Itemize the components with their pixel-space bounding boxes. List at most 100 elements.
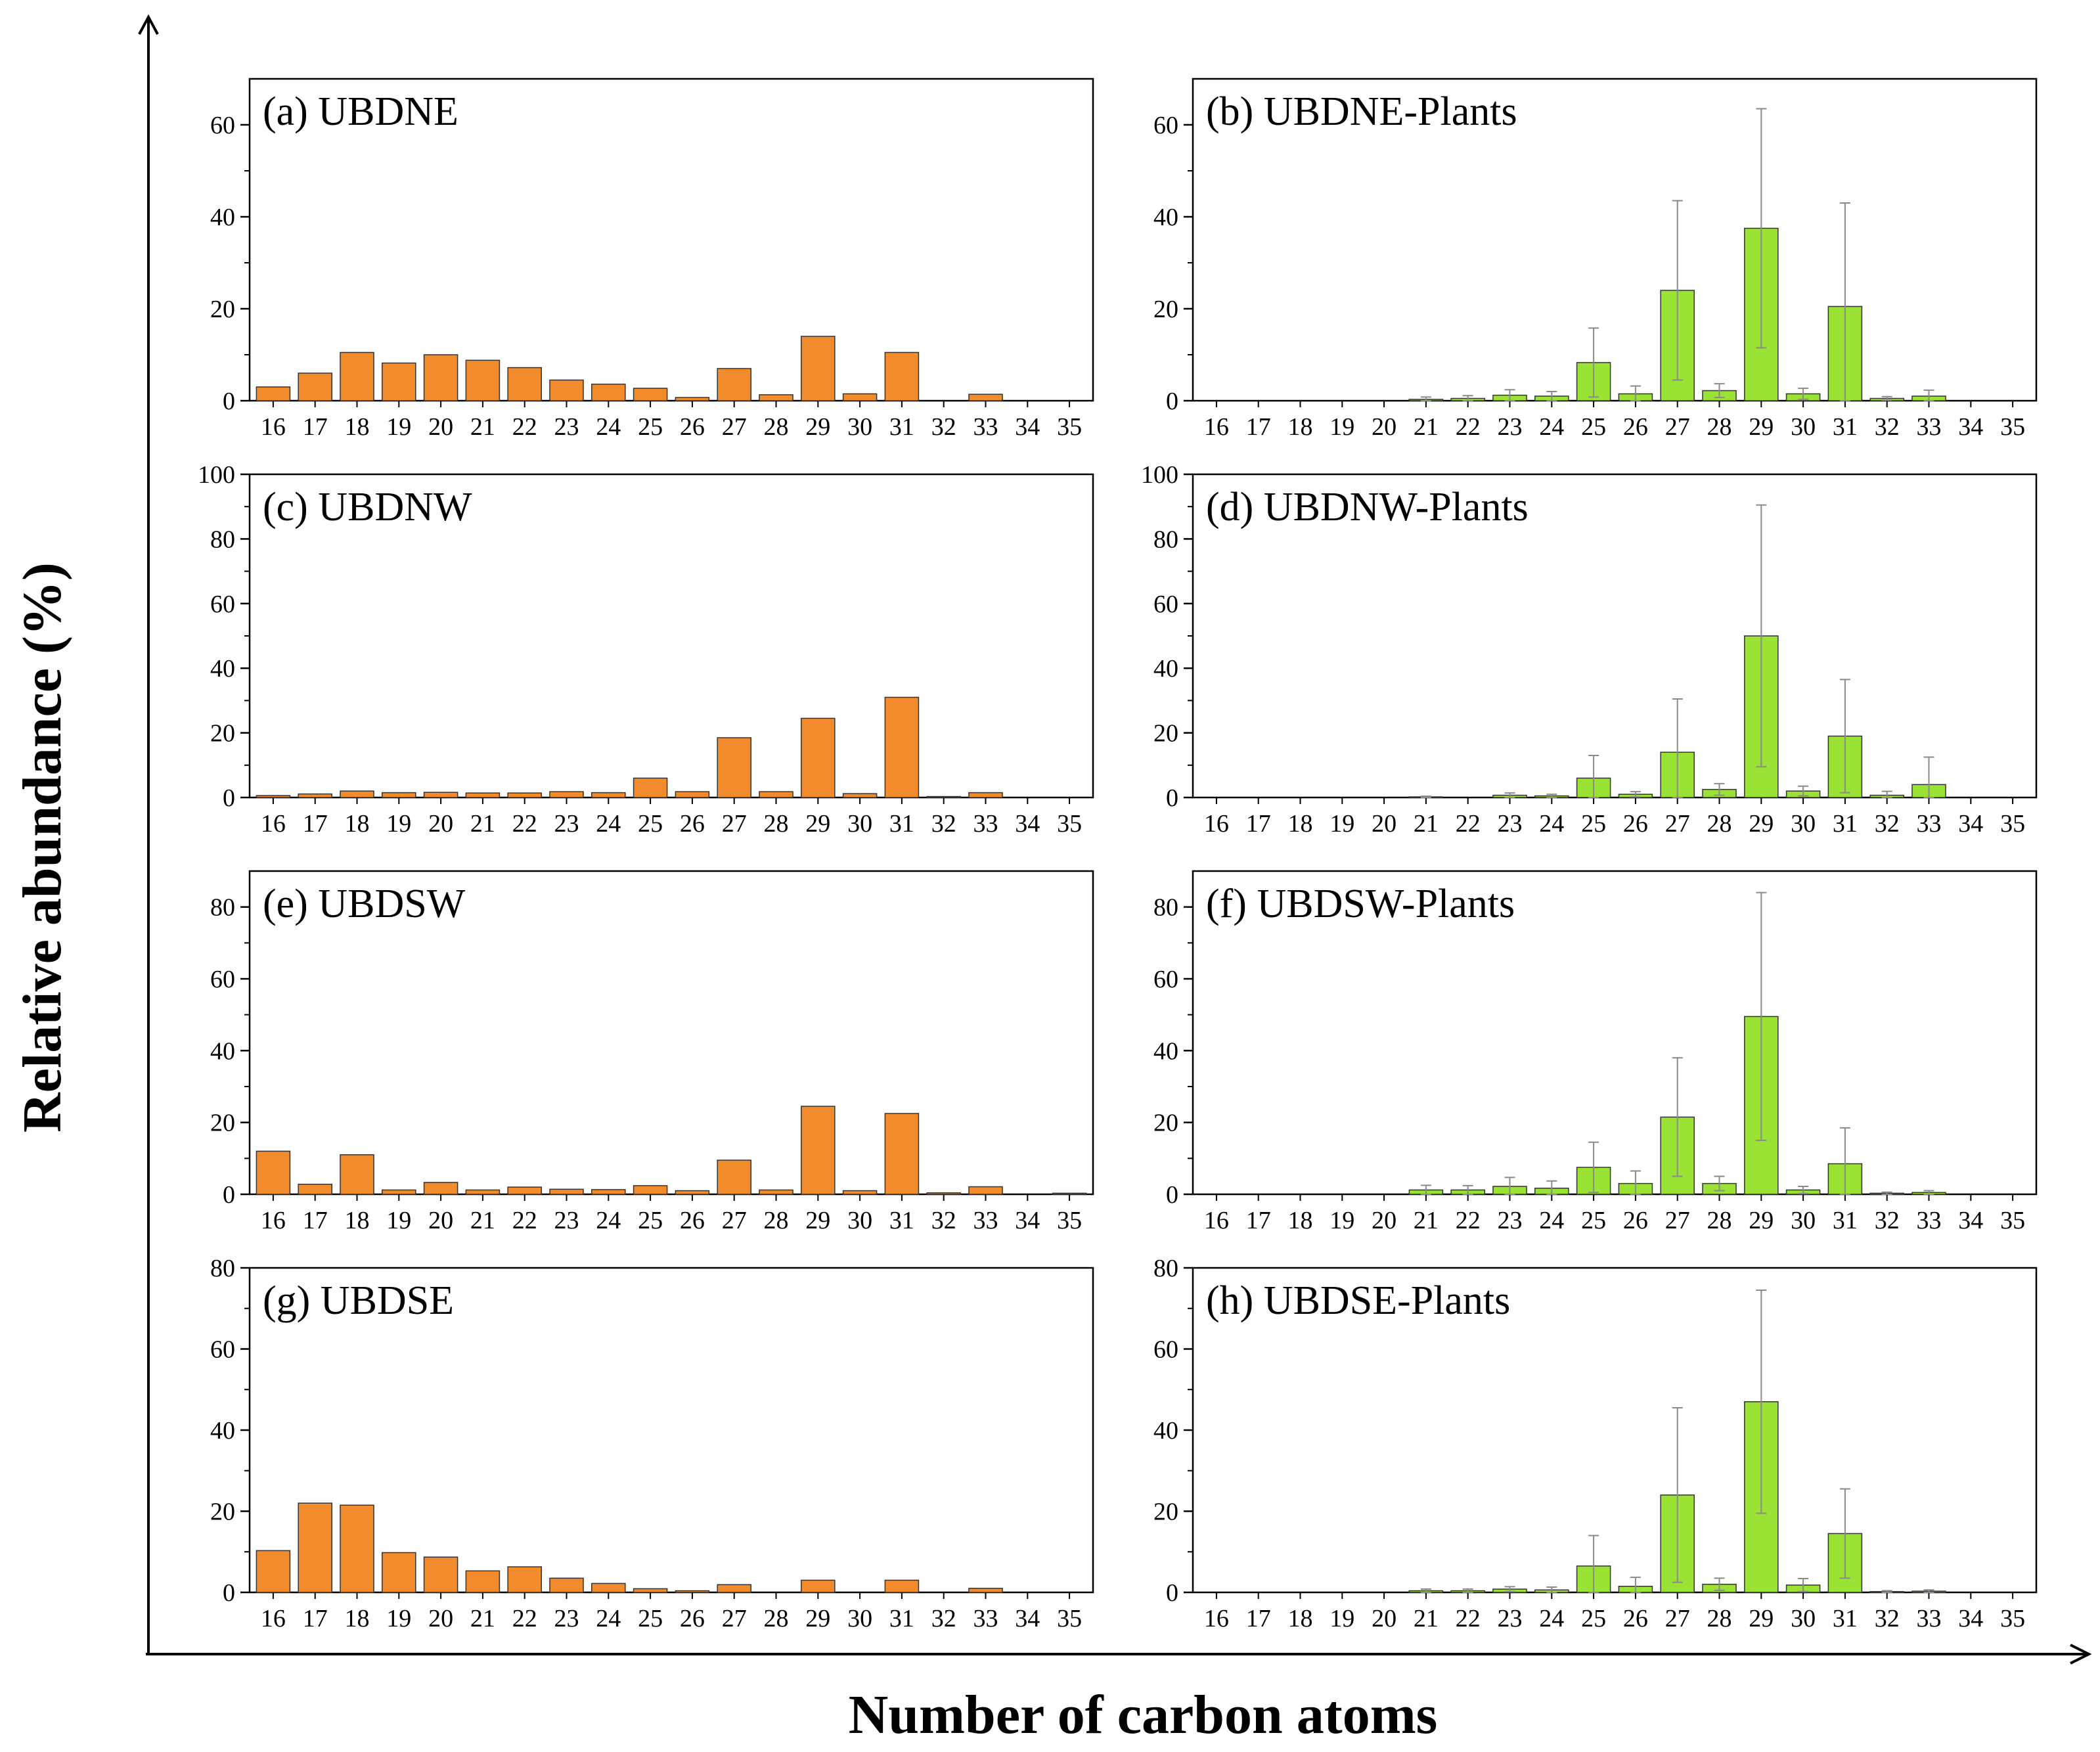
bar-g-19 bbox=[382, 1552, 416, 1593]
x-tick-label: 18 bbox=[345, 413, 370, 441]
x-tick-label: 27 bbox=[722, 1605, 747, 1632]
x-tick-label: 24 bbox=[1539, 810, 1564, 838]
x-tick-label: 27 bbox=[1665, 1605, 1690, 1632]
bar-a-31 bbox=[884, 351, 920, 401]
x-tick-label: 16 bbox=[261, 810, 286, 838]
x-tick-label: 26 bbox=[1623, 810, 1648, 838]
y-tick-label: 80 bbox=[210, 526, 235, 553]
x-tick-label: 20 bbox=[428, 1207, 453, 1234]
x-tick-label: 26 bbox=[1623, 1207, 1648, 1234]
x-tick-label: 34 bbox=[1015, 413, 1040, 441]
bar-g-21 bbox=[465, 1570, 501, 1593]
x-tick-label: 19 bbox=[1329, 810, 1354, 838]
x-tick-label: 30 bbox=[847, 1207, 872, 1234]
x-tick-label: 20 bbox=[1372, 1605, 1396, 1632]
x-tick-label: 32 bbox=[931, 1207, 956, 1234]
x-tick-label: 32 bbox=[931, 1605, 956, 1632]
panel-title-f: (f) UBDSW-Plants bbox=[1206, 882, 1515, 926]
x-tick-label: 22 bbox=[1456, 1605, 1481, 1632]
bar-a-20 bbox=[423, 354, 458, 401]
y-tick-label: 60 bbox=[210, 591, 235, 618]
y-tick-label: 0 bbox=[1166, 388, 1178, 415]
panel-title-d: (d) UBDNW-Plants bbox=[1206, 485, 1529, 529]
x-tick-label: 34 bbox=[1958, 413, 1983, 441]
x-tick-label: 33 bbox=[973, 1207, 998, 1234]
x-tick-label: 32 bbox=[931, 810, 956, 838]
x-tick-label: 19 bbox=[1329, 413, 1354, 441]
bar-a-29 bbox=[801, 336, 836, 401]
x-tick-label: 28 bbox=[764, 810, 789, 838]
y-tick-label: 100 bbox=[198, 461, 235, 489]
x-tick-label: 35 bbox=[1057, 1605, 1082, 1632]
x-tick-label: 26 bbox=[680, 1605, 705, 1632]
x-tick-label: 22 bbox=[512, 1605, 537, 1632]
x-tick-label: 31 bbox=[889, 413, 914, 441]
x-tick-label: 29 bbox=[805, 1605, 830, 1632]
x-tick-label: 18 bbox=[345, 1605, 370, 1632]
x-tick-label: 20 bbox=[428, 810, 453, 838]
bar-e-22 bbox=[507, 1186, 542, 1195]
bar-c-33 bbox=[968, 792, 1003, 798]
bar-e-29 bbox=[801, 1106, 836, 1195]
x-tick-label: 32 bbox=[1875, 1207, 1900, 1234]
bar-a-16 bbox=[256, 386, 291, 401]
x-tick-label: 30 bbox=[847, 413, 872, 441]
x-tick-label: 18 bbox=[1288, 1605, 1313, 1632]
bar-e-20 bbox=[423, 1182, 458, 1195]
bar-g-17 bbox=[298, 1502, 332, 1593]
x-tick-label: 26 bbox=[1623, 1605, 1648, 1632]
x-tick-label: 35 bbox=[2000, 413, 2025, 441]
bar-c-19 bbox=[382, 792, 416, 798]
x-tick-label: 22 bbox=[1456, 810, 1481, 838]
bar-e-17 bbox=[298, 1183, 332, 1195]
bar-e-28 bbox=[759, 1189, 793, 1195]
x-tick-label: 27 bbox=[722, 413, 747, 441]
x-tick-label: 18 bbox=[1288, 413, 1313, 441]
bar-a-25 bbox=[633, 388, 668, 401]
x-tick-label: 25 bbox=[638, 1207, 663, 1234]
y-tick-label: 20 bbox=[1153, 720, 1178, 748]
y-tick-label: 0 bbox=[223, 1181, 235, 1209]
y-tick-label: 40 bbox=[1153, 655, 1178, 683]
x-tick-label: 34 bbox=[1015, 1207, 1040, 1234]
y-tick-label: 80 bbox=[210, 894, 235, 922]
x-tick-label: 24 bbox=[1539, 413, 1564, 441]
bar-g-23 bbox=[549, 1577, 584, 1593]
x-tick-label: 29 bbox=[1749, 810, 1774, 838]
x-tick-label: 16 bbox=[1204, 413, 1229, 441]
x-tick-label: 19 bbox=[386, 413, 411, 441]
x-tick-label: 18 bbox=[1288, 810, 1313, 838]
x-tick-label: 31 bbox=[1833, 1207, 1858, 1234]
bar-c-31 bbox=[884, 696, 920, 798]
bar-c-20 bbox=[423, 792, 458, 798]
panel-c: 0 20 40 60 80 100 16 17 18 19 20 21 22 23 24 25 26 27 28 29… bbox=[198, 461, 1094, 838]
x-tick-label: 23 bbox=[1498, 413, 1523, 441]
x-tick-label: 26 bbox=[680, 1207, 705, 1234]
x-tick-label: 24 bbox=[596, 1207, 621, 1234]
y-tick-label: 0 bbox=[223, 784, 235, 812]
x-tick-label: 34 bbox=[1015, 1605, 1040, 1632]
y-tick-label: 100 bbox=[1141, 461, 1178, 489]
x-tick-label: 28 bbox=[1707, 810, 1732, 838]
y-tick-label: 60 bbox=[210, 1336, 235, 1364]
x-tick-label: 32 bbox=[1875, 413, 1900, 441]
x-tick-label: 29 bbox=[805, 1207, 830, 1234]
x-tick-label: 23 bbox=[1498, 1605, 1523, 1632]
x-tick-label: 30 bbox=[847, 1605, 872, 1632]
y-tick-label: 80 bbox=[1153, 1255, 1178, 1282]
bar-a-21 bbox=[465, 359, 501, 401]
x-tick-label: 29 bbox=[1749, 413, 1774, 441]
x-tick-label: 29 bbox=[805, 810, 830, 838]
x-tick-label: 23 bbox=[1498, 1207, 1523, 1234]
y-tick-label: 80 bbox=[210, 1255, 235, 1282]
panel-b: 0 20 40 60 16 17 18 19 20 21 22 23 24 25 26 27 28 29 30 31 3… bbox=[1153, 78, 2038, 441]
bar-g-25 bbox=[633, 1588, 668, 1593]
bar-c-24 bbox=[591, 792, 626, 798]
x-tick-label: 30 bbox=[1791, 413, 1816, 441]
y-tick-label: 60 bbox=[210, 112, 235, 139]
bar-c-21 bbox=[465, 792, 501, 798]
x-tick-label: 23 bbox=[554, 1207, 579, 1234]
bar-a-18 bbox=[340, 351, 374, 401]
